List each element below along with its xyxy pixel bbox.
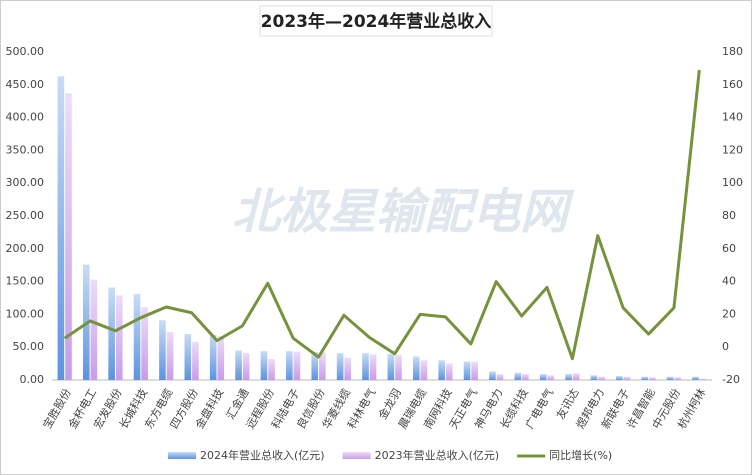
bar	[159, 320, 166, 380]
bar	[336, 353, 344, 380]
bar	[572, 373, 580, 380]
bar	[293, 351, 301, 380]
bar	[166, 332, 174, 380]
bar	[192, 341, 199, 380]
bar	[699, 378, 707, 380]
bar	[674, 377, 682, 380]
bar	[387, 353, 395, 380]
y-tick-label: 100.00	[6, 307, 45, 320]
legend-swatch	[342, 452, 371, 459]
line	[63, 69, 701, 361]
bar	[319, 352, 326, 380]
bar	[565, 374, 572, 380]
bar	[260, 351, 268, 380]
bar	[590, 375, 598, 380]
bar	[438, 360, 445, 380]
bar	[133, 294, 141, 380]
bar	[369, 354, 377, 380]
bar	[108, 287, 115, 380]
bar	[115, 295, 123, 380]
y2-tick-label: 60	[722, 242, 736, 255]
bar	[57, 76, 65, 380]
bar	[420, 360, 428, 380]
bar	[666, 376, 674, 380]
bar	[286, 351, 293, 380]
y2-tick-label: 140	[722, 111, 743, 124]
bar	[242, 353, 250, 380]
bar	[217, 336, 225, 380]
legend-swatch	[168, 452, 196, 459]
bar	[141, 307, 148, 380]
y2-tick-label: -20	[722, 373, 740, 386]
y-tick-label: 450.00	[6, 78, 45, 91]
bar	[90, 279, 98, 380]
bar	[445, 363, 453, 380]
bar	[623, 376, 631, 380]
bar	[598, 376, 605, 380]
bar	[412, 356, 420, 380]
y2-tick-label: 180	[722, 45, 743, 58]
y2-tick-label: 160	[722, 78, 743, 91]
bar	[362, 353, 369, 380]
bar	[692, 376, 699, 380]
watermark: 北极星输配电网	[232, 184, 575, 240]
bar	[268, 359, 275, 380]
y-tick-label: 300.00	[6, 176, 45, 189]
chart-title: 2023年—2024年营业总收入	[261, 11, 492, 32]
y2-tick-label: 100	[722, 176, 743, 189]
bar	[496, 374, 504, 380]
y2-tick-label: 120	[722, 143, 743, 156]
y2-tick-label: 80	[722, 209, 736, 222]
bar	[522, 374, 529, 380]
bar	[311, 351, 319, 380]
y-tick-label: 250.00	[6, 209, 45, 222]
legend-label: 同比增长(%)	[549, 448, 612, 462]
bar	[65, 93, 72, 380]
bar	[547, 375, 555, 380]
bar	[616, 376, 623, 380]
y2-tick-label: 40	[722, 275, 736, 288]
bar	[235, 350, 242, 380]
title-box	[259, 5, 493, 37]
bar	[514, 372, 522, 380]
bar	[539, 374, 547, 380]
bar	[344, 357, 352, 380]
y2-tick-label: 20	[722, 307, 736, 320]
y-tick-label: 350.00	[6, 143, 45, 156]
bar	[641, 376, 649, 380]
bar	[649, 377, 656, 380]
bar	[209, 334, 217, 380]
bar	[463, 361, 471, 380]
y-tick-label: 150.00	[6, 275, 45, 288]
legend-label: 2024年营业总收入(亿元)	[200, 448, 325, 462]
bar	[489, 371, 496, 380]
y-tick-label: 0.00	[20, 373, 45, 386]
y-tick-label: 400.00	[6, 111, 45, 124]
y-tick-label: 500.00	[6, 45, 45, 58]
y2-tick-label: 0	[722, 340, 729, 353]
legend-label: 2023年营业总收入(亿元)	[375, 448, 500, 462]
y-tick-label: 50.00	[13, 340, 45, 353]
y-tick-label: 200.00	[6, 242, 45, 255]
bar	[395, 355, 402, 380]
bar	[184, 334, 192, 380]
bar	[471, 361, 478, 380]
